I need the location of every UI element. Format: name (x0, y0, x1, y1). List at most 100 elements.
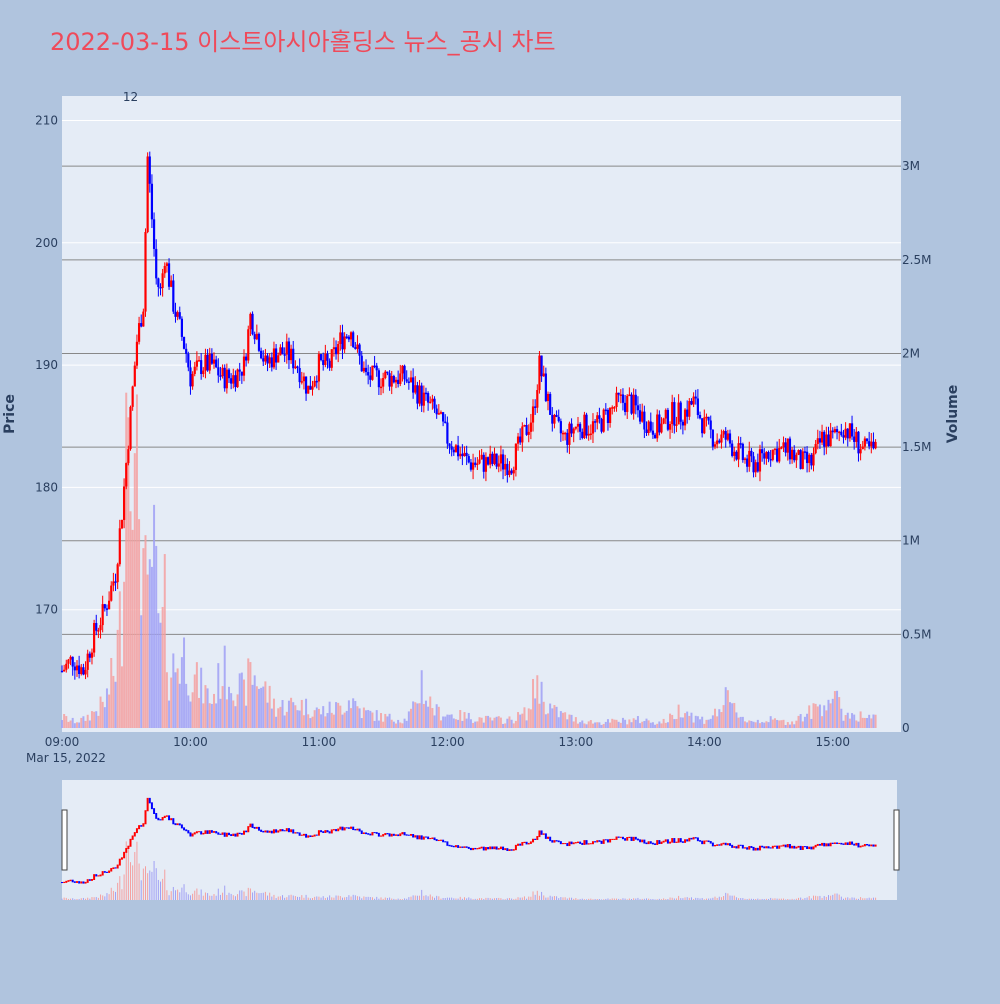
volume-bar[interactable] (275, 716, 278, 728)
candle-body[interactable] (341, 332, 344, 350)
volume-bar[interactable] (606, 719, 609, 728)
candle-body[interactable] (349, 332, 353, 340)
candle-body[interactable] (671, 402, 674, 425)
volume-bar[interactable] (589, 720, 592, 728)
candle-body[interactable] (801, 451, 804, 469)
candle-body[interactable] (172, 280, 175, 312)
candle-body[interactable] (598, 415, 601, 419)
volume-bar[interactable] (570, 714, 573, 728)
volume-bar[interactable] (347, 700, 350, 728)
volume-bar[interactable] (836, 690, 839, 728)
volume-bar[interactable] (628, 719, 631, 728)
candle-body[interactable] (127, 449, 130, 464)
volume-bar[interactable] (591, 723, 594, 728)
volume-bar[interactable] (88, 720, 91, 728)
candle-body[interactable] (698, 414, 702, 419)
candle-body[interactable] (606, 409, 610, 423)
candle-body[interactable] (67, 659, 70, 664)
candle-body[interactable] (482, 454, 485, 472)
candle-body[interactable] (653, 434, 657, 439)
volume-bar[interactable] (741, 716, 744, 728)
candle-body[interactable] (476, 463, 479, 465)
candle-body[interactable] (628, 394, 631, 397)
candle-body[interactable] (322, 360, 325, 365)
candle-body[interactable] (167, 263, 171, 287)
candle-body[interactable] (240, 371, 243, 376)
volume-bar[interactable] (61, 720, 63, 728)
candle-body[interactable] (868, 441, 871, 447)
candle-body[interactable] (486, 457, 490, 465)
volume-bar[interactable] (853, 714, 856, 728)
candle-body[interactable] (405, 379, 408, 382)
volume-bar[interactable] (450, 714, 453, 728)
range-slider[interactable] (62, 780, 897, 900)
candle-body[interactable] (763, 453, 766, 459)
volume-bar[interactable] (350, 708, 353, 728)
volume-bar[interactable] (326, 713, 329, 728)
volume-bar[interactable] (673, 719, 676, 728)
volume-bar[interactable] (609, 722, 612, 728)
volume-bar[interactable] (855, 720, 858, 728)
candle-body[interactable] (596, 415, 599, 423)
volume-bar[interactable] (307, 714, 310, 728)
candle-body[interactable] (668, 424, 672, 430)
candle-body[interactable] (157, 278, 160, 288)
volume-bar[interactable] (752, 721, 755, 728)
candle-body[interactable] (131, 386, 134, 407)
volume-bar[interactable] (144, 535, 147, 728)
volume-bar[interactable] (525, 720, 528, 728)
volume-bar[interactable] (557, 717, 560, 728)
volume-bar[interactable] (688, 715, 691, 728)
candle-body[interactable] (412, 377, 415, 393)
candle-body[interactable] (202, 370, 205, 375)
candle-body[interactable] (454, 445, 458, 453)
candle-body[interactable] (437, 413, 440, 415)
volume-bar[interactable] (825, 710, 828, 728)
volume-bar[interactable] (857, 721, 860, 728)
volume-bar[interactable] (647, 720, 650, 728)
candle-body[interactable] (735, 451, 738, 460)
candle-body[interactable] (746, 458, 749, 467)
candle-body[interactable] (795, 454, 798, 461)
candle-body[interactable] (245, 356, 248, 361)
volume-bar[interactable] (332, 714, 335, 728)
candle-body[interactable] (865, 438, 869, 442)
candle-body[interactable] (846, 428, 849, 439)
volume-bar[interactable] (427, 706, 430, 728)
candle-body[interactable] (519, 436, 522, 443)
candle-body[interactable] (641, 411, 644, 422)
candle-body[interactable] (371, 365, 374, 380)
candle-body[interactable] (204, 354, 207, 371)
candle-body[interactable] (439, 412, 443, 414)
volume-bar[interactable] (821, 716, 824, 728)
volume-bar[interactable] (495, 716, 498, 728)
volume-bar[interactable] (260, 687, 263, 728)
volume-bar[interactable] (97, 715, 100, 728)
volume-bar[interactable] (613, 719, 616, 728)
volume-bar[interactable] (838, 697, 841, 728)
volume-bar[interactable] (422, 703, 425, 728)
candle-body[interactable] (709, 420, 712, 430)
volume-bar[interactable] (776, 719, 779, 728)
volume-bar[interactable] (208, 703, 211, 728)
candle-body[interactable] (302, 376, 306, 382)
candle-body[interactable] (409, 377, 413, 382)
candle-body[interactable] (564, 432, 567, 435)
volume-bar[interactable] (519, 714, 522, 728)
candle-body[interactable] (679, 402, 682, 422)
candle-body[interactable] (658, 414, 661, 433)
candle-body[interactable] (75, 665, 79, 671)
volume-bar[interactable] (362, 707, 365, 728)
volume-bar[interactable] (604, 721, 607, 728)
volume-bar[interactable] (842, 720, 845, 728)
volume-bar[interactable] (163, 554, 166, 728)
volume-bar[interactable] (641, 721, 644, 728)
volume-bar[interactable] (133, 453, 136, 728)
candle-body[interactable] (463, 452, 466, 457)
volume-bar[interactable] (645, 718, 648, 728)
volume-bar[interactable] (296, 710, 299, 728)
volume-bar[interactable] (703, 723, 706, 728)
volume-bar[interactable] (255, 686, 258, 728)
candle-body[interactable] (484, 457, 488, 472)
candle-body[interactable] (294, 366, 297, 369)
